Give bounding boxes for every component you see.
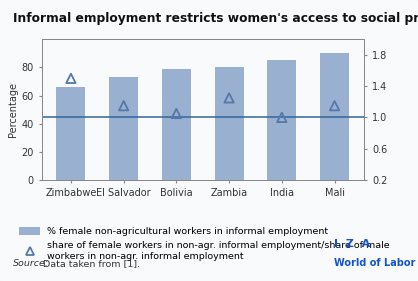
- Bar: [109, 77, 138, 180]
- Text: Data taken from [1].: Data taken from [1].: [40, 259, 140, 268]
- Bar: [268, 60, 296, 180]
- Y-axis label: Percentage: Percentage: [8, 82, 18, 137]
- Text: I  Z  A: I Z A: [334, 239, 371, 249]
- Point: [173, 111, 180, 116]
- Bar: [320, 53, 349, 180]
- Text: World of Labor: World of Labor: [334, 257, 416, 268]
- Bar: [56, 87, 85, 180]
- Point: [68, 76, 74, 81]
- Point: [226, 96, 232, 100]
- Bar: [214, 67, 244, 180]
- Bar: [162, 69, 191, 180]
- Text: Informal employment restricts women's access to social protection: Informal employment restricts women's ac…: [13, 12, 418, 25]
- Point: [278, 115, 285, 120]
- Legend: % female non-agricultural workers in informal employment, share of female worker: % female non-agricultural workers in inf…: [19, 227, 390, 261]
- Point: [120, 103, 127, 108]
- Text: Source:: Source:: [13, 259, 48, 268]
- Point: [331, 103, 338, 108]
